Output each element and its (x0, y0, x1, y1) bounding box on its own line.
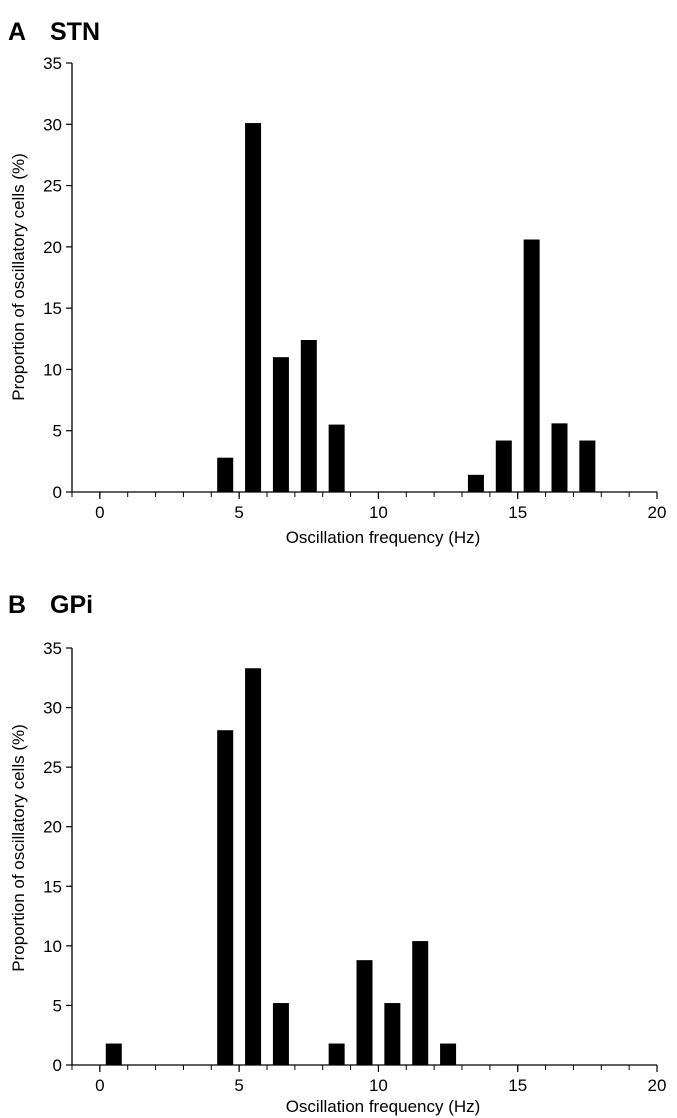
panel-b: B GPi 0 5 10 15 20 25 30 35 0 5 10 15 20 Oscillation… (8, 591, 666, 1116)
panel-a-bar (579, 440, 596, 492)
panel-a-bar (495, 440, 512, 492)
panel-b-x-tick-label: 5 (234, 1076, 243, 1095)
panel-b-y-tick-label: 0 (53, 1056, 62, 1075)
panel-a-plot: 0 5 10 15 20 25 30 35 0 5 10 15 20 (43, 54, 666, 522)
panel-a-y-tick-label: 0 (53, 483, 62, 502)
panel-b-y-tick-label: 35 (43, 639, 62, 658)
panel-a-y-tick-label: 20 (43, 238, 62, 257)
panel-b-bar (272, 1003, 289, 1065)
panel-a-xlabel: Oscillation frequency (Hz) (286, 528, 481, 547)
panel-a-bar (551, 423, 568, 492)
panel-b-bar (105, 1043, 122, 1065)
panel-a-bar (523, 239, 540, 492)
panel-a-y-tick-label: 30 (43, 115, 62, 134)
panel-a-x-tick-label: 15 (508, 503, 527, 522)
panel-a-bar (328, 424, 345, 492)
panel-b-bar (440, 1043, 457, 1065)
panel-a-bar (272, 357, 289, 492)
panel-a-y-tick-label: 5 (53, 422, 62, 441)
panel-a-y-tick-label: 10 (43, 360, 62, 379)
panel-a-bar (300, 340, 317, 492)
panel-a-title: STN (50, 18, 100, 46)
panel-b-y-tick-label: 5 (53, 996, 62, 1015)
panel-b-ylabel: Proportion of oscillatory cells (%) (9, 724, 28, 972)
panel-b-y-tick-label: 15 (43, 877, 62, 896)
panel-b-x-tick-label: 15 (508, 1076, 527, 1095)
panel-b-bar (356, 960, 373, 1065)
panel-a-x-tick-label: 0 (95, 503, 104, 522)
panel-b-bar (384, 1003, 401, 1065)
panel-b-y-tick-label: 20 (43, 818, 62, 837)
panel-b-xlabel: Oscillation frequency (Hz) (286, 1097, 481, 1116)
panel-b-letter: B (8, 591, 26, 619)
panel-b-x-tick-label: 0 (95, 1076, 104, 1095)
panel-a-x-tick-label: 5 (234, 503, 243, 522)
panel-b-x-tick-label: 10 (369, 1076, 388, 1095)
panel-a-bar (217, 457, 234, 492)
panel-a-y-tick-label: 25 (43, 177, 62, 196)
panel-b-y-tick-label: 10 (43, 937, 62, 956)
panel-b-bar (412, 941, 429, 1065)
panel-b-bar (328, 1043, 345, 1065)
panel-b-bar (245, 668, 262, 1065)
panel-a-y-tick-label: 35 (43, 54, 62, 73)
panel-b-x-tick-label: 20 (648, 1076, 667, 1095)
panel-a-bar (245, 123, 262, 492)
panel-a-y-tick-label: 15 (43, 299, 62, 318)
panel-a-ylabel: Proportion of oscillatory cells (%) (9, 153, 28, 401)
panel-a-bar (467, 474, 484, 492)
panel-a: A STN 0 5 10 15 20 25 30 35 0 5 10 15 20 Oscillation… (8, 18, 666, 547)
panel-b-title: GPi (50, 591, 93, 619)
panel-a-x-tick-label: 20 (648, 503, 667, 522)
panel-b-y-tick-label: 25 (43, 758, 62, 777)
panel-b-y-tick-label: 30 (43, 699, 62, 718)
panel-b-bar (217, 730, 234, 1065)
panel-a-x-tick-label: 10 (369, 503, 388, 522)
panel-a-letter: A (8, 18, 26, 46)
panel-b-plot: 0 5 10 15 20 25 30 35 0 5 10 15 20 (43, 639, 666, 1095)
